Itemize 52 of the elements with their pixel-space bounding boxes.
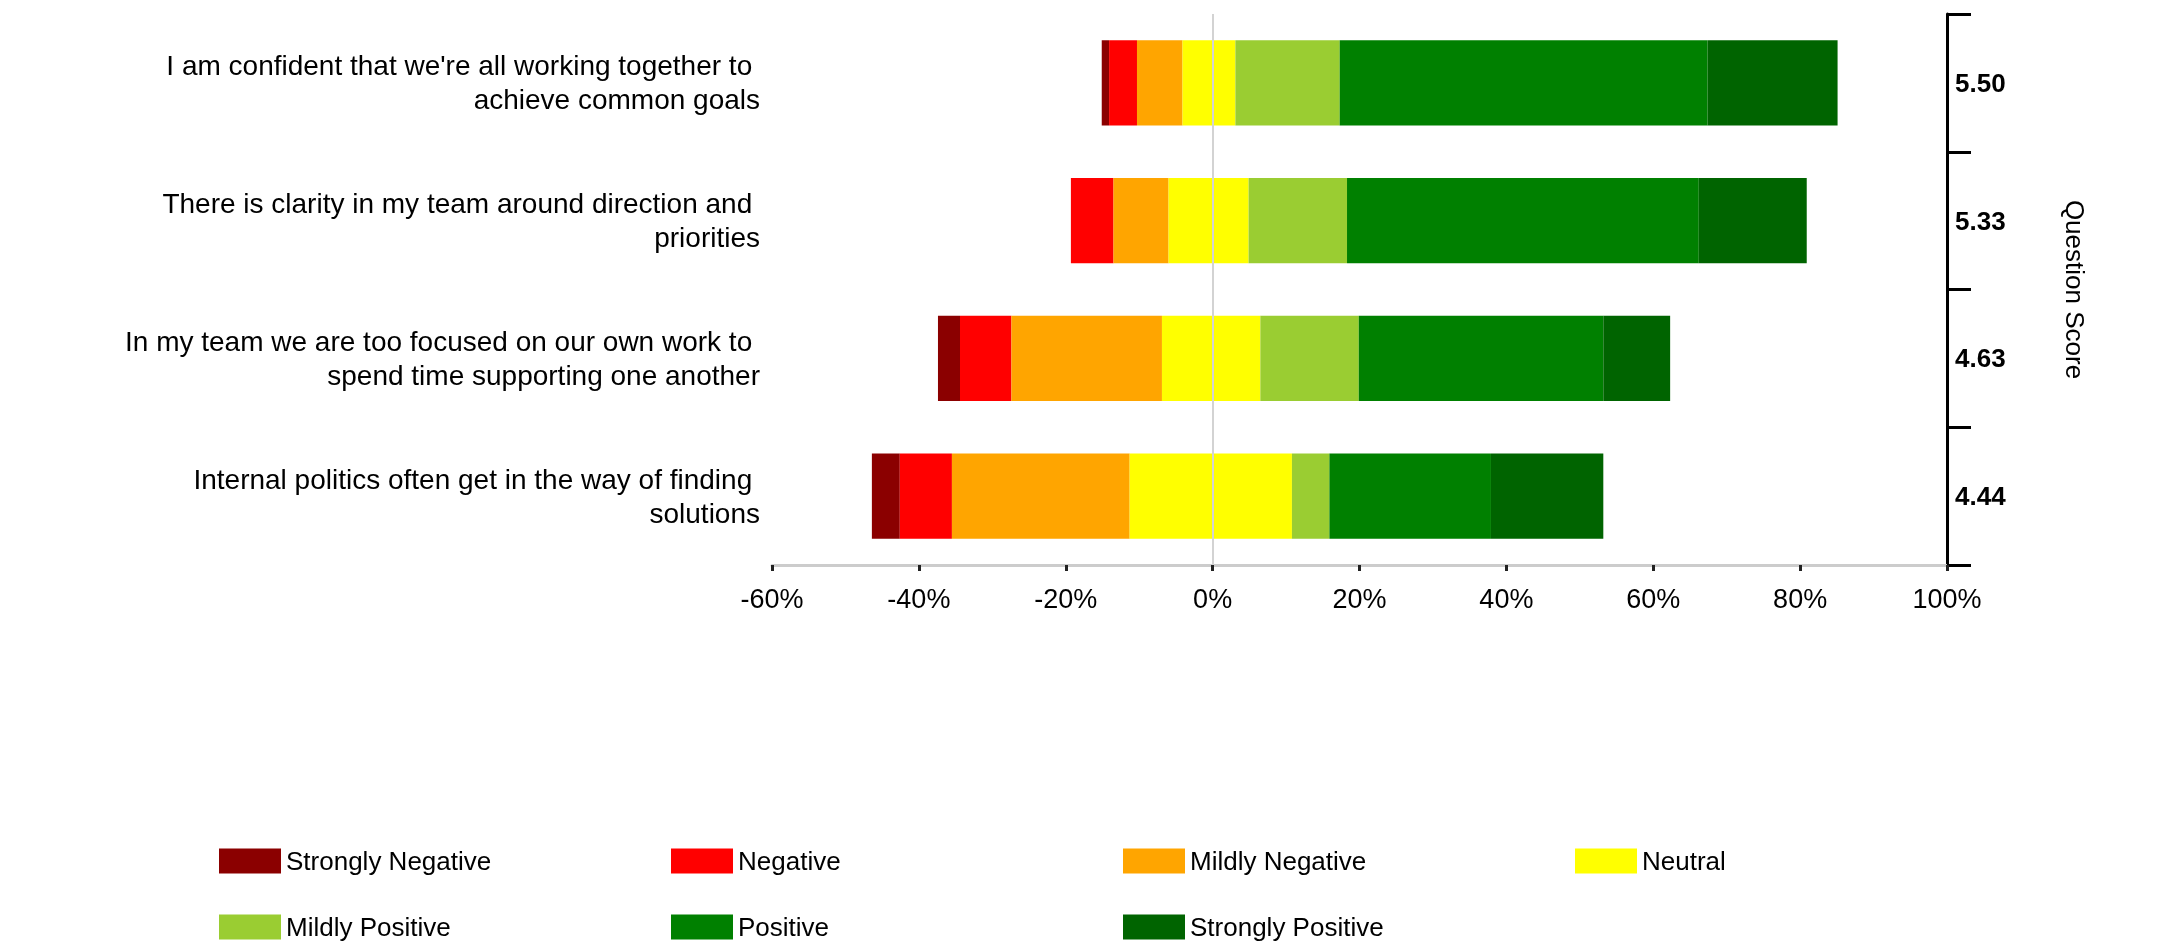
bar (937, 315, 960, 402)
y-tick-label: In my team we are too focused on our own work to spend time supporting one another (125, 325, 760, 391)
bar (1248, 177, 1348, 264)
bar (1136, 40, 1183, 126)
legend-label: Negative (738, 846, 841, 876)
legend-label: Neutral (1642, 846, 1726, 876)
bar (1339, 40, 1708, 126)
bar (951, 453, 1130, 539)
y2-tick-label: 5.50 (1955, 67, 2006, 98)
x-tick-label: 20% (1332, 583, 1387, 614)
bar (1168, 177, 1249, 264)
bar (1070, 177, 1114, 264)
legend-label: Mildly Positive (286, 912, 451, 942)
bar (1101, 40, 1110, 126)
y2-tick-label: 4.44 (1955, 481, 2007, 512)
legend-label: Strongly Positive (1190, 912, 1384, 942)
x-tick-label: 60% (1626, 583, 1681, 614)
bar (1260, 315, 1359, 402)
bar (1235, 40, 1340, 126)
x-tick-label: -20% (1034, 583, 1098, 614)
x-tick-label: 80% (1773, 583, 1828, 614)
x-tick-label: -60% (740, 583, 804, 614)
y-tick-label: Internal politics often get in the way of finding solutions (193, 463, 760, 529)
x-tick-label: 100% (1912, 583, 1982, 614)
bar (1698, 177, 1807, 264)
y2-tick-label: 4.63 (1955, 343, 2006, 374)
bar (899, 453, 952, 539)
bar (1129, 453, 1292, 539)
y2-axis-title: Question Score (2060, 199, 2090, 380)
bar (871, 453, 900, 539)
bar (1113, 177, 1169, 264)
bar (1329, 453, 1491, 539)
bar (1347, 177, 1699, 264)
bar (1490, 453, 1604, 539)
x-tick-label: -40% (887, 583, 951, 614)
legend-label: Positive (738, 912, 830, 942)
y-tick-label: I am confident that we're all working together to achieve common goals (166, 50, 760, 116)
bar (1291, 453, 1330, 539)
x-tick-label: 40% (1479, 583, 1534, 614)
bar (1603, 315, 1671, 402)
y2-tick-label: 5.33 (1955, 205, 2006, 236)
bar (1707, 40, 1838, 126)
bar (1011, 315, 1162, 402)
x-tick-label: 0% (1193, 583, 1233, 614)
bar (1358, 315, 1604, 402)
bar (960, 315, 1012, 402)
bar (1161, 315, 1261, 402)
y-tick-label: There is clarity in my team around direction and priorities (162, 188, 760, 254)
bar (1182, 40, 1236, 126)
legend-label: Mildly Negative (1190, 846, 1367, 876)
bar (1109, 40, 1137, 126)
legend-label: Strongly Negative (286, 846, 492, 876)
